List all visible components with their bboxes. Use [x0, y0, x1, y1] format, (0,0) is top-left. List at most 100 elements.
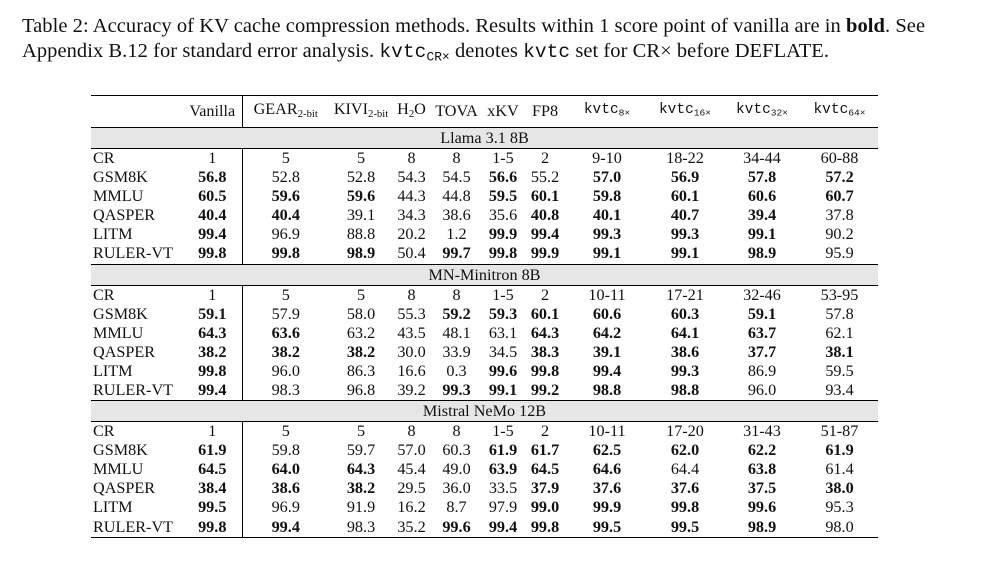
table-cell: 57.2: [825, 168, 854, 187]
table-cell: 1-5: [492, 285, 514, 304]
table-cell: 99.9: [592, 498, 622, 517]
table-cell: 59.8: [592, 187, 622, 206]
table-cell: 35.6: [488, 206, 518, 225]
table-cell: 59.1: [183, 304, 243, 324]
table-cell: 61.9: [825, 441, 854, 460]
table-cell: 60.3: [442, 441, 471, 460]
caption-text-1: Accuracy of KV cache compression methods…: [92, 15, 841, 37]
table-cell: 64.1: [670, 323, 700, 342]
table-cell: 60.3: [670, 304, 700, 323]
header-kivi: KIVI2-bit: [329, 96, 393, 128]
table-cell: 99.3: [670, 225, 700, 244]
header-vanilla: Vanilla: [183, 96, 243, 128]
caption-text-2: . See Appendix B.12 for standard error a…: [22, 15, 926, 62]
table-cell: 59.2: [442, 304, 471, 323]
table-cell: 2: [540, 148, 550, 167]
table-cell: 99.5: [647, 517, 723, 538]
caption-bold-word: bold: [846, 15, 885, 37]
table-cell: 59.5: [825, 361, 854, 380]
table-cell: 64.3: [183, 323, 243, 343]
table-cell: 9-10: [592, 148, 622, 167]
table-cell: 59.6: [346, 187, 376, 206]
row-label: CR: [93, 422, 115, 441]
table-cell: 39.1: [346, 206, 376, 225]
table-cell: 99.4: [483, 517, 523, 538]
table-cell: 1-5: [492, 422, 514, 441]
row-label: MMLU: [93, 187, 144, 206]
table-cell: 63.8: [747, 460, 777, 479]
table-row: CR 1 5 5 8 8 1-5 2 10-11 17-20 31-43 51-87: [91, 421, 878, 442]
table-cell: 99.9: [488, 225, 518, 244]
table-cell: 98.9: [723, 517, 801, 538]
table-cell: 63.6: [271, 323, 300, 342]
table-cell: 59.5: [488, 187, 518, 206]
table-cell: 5: [281, 148, 290, 167]
table-cell: 99.8: [530, 361, 560, 380]
table-cell: 86.3: [346, 361, 376, 380]
table-cell: 99.4: [592, 361, 622, 380]
table-cell: 33.9: [442, 342, 471, 361]
row-label: RULER-VT: [93, 381, 174, 400]
table-cell: 43.5: [397, 323, 426, 342]
caption-kvtc: kvtc: [523, 41, 571, 63]
table-cell: 61.9: [183, 441, 243, 461]
table-cell: 64.3: [346, 460, 376, 479]
table-cell: 37.6: [592, 479, 622, 498]
table-cell: 99.5: [183, 498, 243, 518]
table-row: RULER-VT 99.8 99.8 98.9 50.4 99.7 99.8 99.9 99.1…: [91, 244, 878, 265]
table-cell: 99.1: [670, 244, 700, 263]
table-cell: 99.8: [523, 517, 567, 538]
table-cell: 20.2: [397, 225, 426, 244]
table-cell: 50.4: [397, 244, 426, 263]
table-cell: 60.6: [747, 187, 777, 206]
table-cell: 62.5: [592, 441, 622, 460]
table-cell: 54.3: [397, 168, 426, 187]
table-cell: 86.9: [747, 361, 777, 380]
table-cell: 2: [540, 422, 550, 441]
table-row: MMLU 60.5 59.6 59.6 44.3 44.8 59.5 60.1 59.8 60.1…: [91, 187, 878, 207]
table-cell: 52.8: [346, 168, 376, 187]
table-cell: 40.4: [271, 206, 300, 225]
table-cell: 60.6: [592, 304, 622, 323]
row-label: CR: [93, 285, 115, 304]
table-cell: 39.2: [397, 381, 426, 400]
table-cell: 99.5: [567, 517, 647, 538]
table-cell: 96.9: [271, 225, 300, 244]
table-cell: 0.3: [446, 361, 467, 380]
table-cell: 38.6: [271, 479, 300, 498]
table-cell: 8: [407, 148, 416, 167]
table-row: QASPER 38.4 38.6 38.2 29.5 36.0 33.5 37.9 37.6 37…: [91, 479, 878, 499]
table-cell: 99.6: [488, 361, 518, 380]
table-cell: 55.3: [397, 304, 426, 323]
table-cell: 56.8: [183, 168, 243, 188]
table-cell: 17-20: [666, 422, 704, 441]
row-label: LITM: [93, 498, 133, 517]
table-cell: 63.9: [488, 460, 518, 479]
table-cell: 38.0: [825, 479, 854, 498]
row-label: RULER-VT: [91, 517, 183, 538]
table-cell: 64.5: [530, 460, 560, 479]
table-row: GSM8K 59.1 57.9 58.0 55.3 59.2 59.3 60.1 60.6 60.…: [91, 304, 878, 324]
table-cell: 99.0: [530, 498, 560, 517]
table-cell: 60.1: [670, 187, 700, 206]
table-row: MMLU 64.5 64.0 64.3 45.4 49.0 63.9 64.5 64.6 64.4…: [91, 460, 878, 480]
table-cell: 59.8: [271, 441, 300, 460]
row-label: LITM: [93, 225, 133, 244]
table-cell: 60.1: [530, 304, 560, 323]
table-cell: 56.6: [488, 168, 518, 187]
table-cell: 63.2: [346, 323, 376, 342]
table-cell: 98.3: [271, 381, 300, 400]
table-row: LITM 99.4 96.9 88.8 20.2 1.2 99.9 99.4 99.3 99.3 9…: [91, 225, 878, 245]
row-label: MMLU: [93, 323, 144, 342]
header-empty: [91, 96, 183, 128]
table-cell: 16.6: [397, 361, 426, 380]
table-cell: 37.8: [825, 206, 854, 225]
header-kvtc-8x: kvtc8×: [567, 96, 647, 128]
model-group-header: MN-Minitron 8B: [91, 263, 878, 286]
table-cell: 45.4: [397, 460, 426, 479]
table-cell: 57.0: [592, 168, 622, 187]
table-cell: 38.2: [346, 342, 376, 361]
table-cell: 39.4: [747, 206, 777, 225]
row-label: GSM8K: [93, 168, 148, 187]
table-cell: 38.2: [346, 479, 376, 498]
